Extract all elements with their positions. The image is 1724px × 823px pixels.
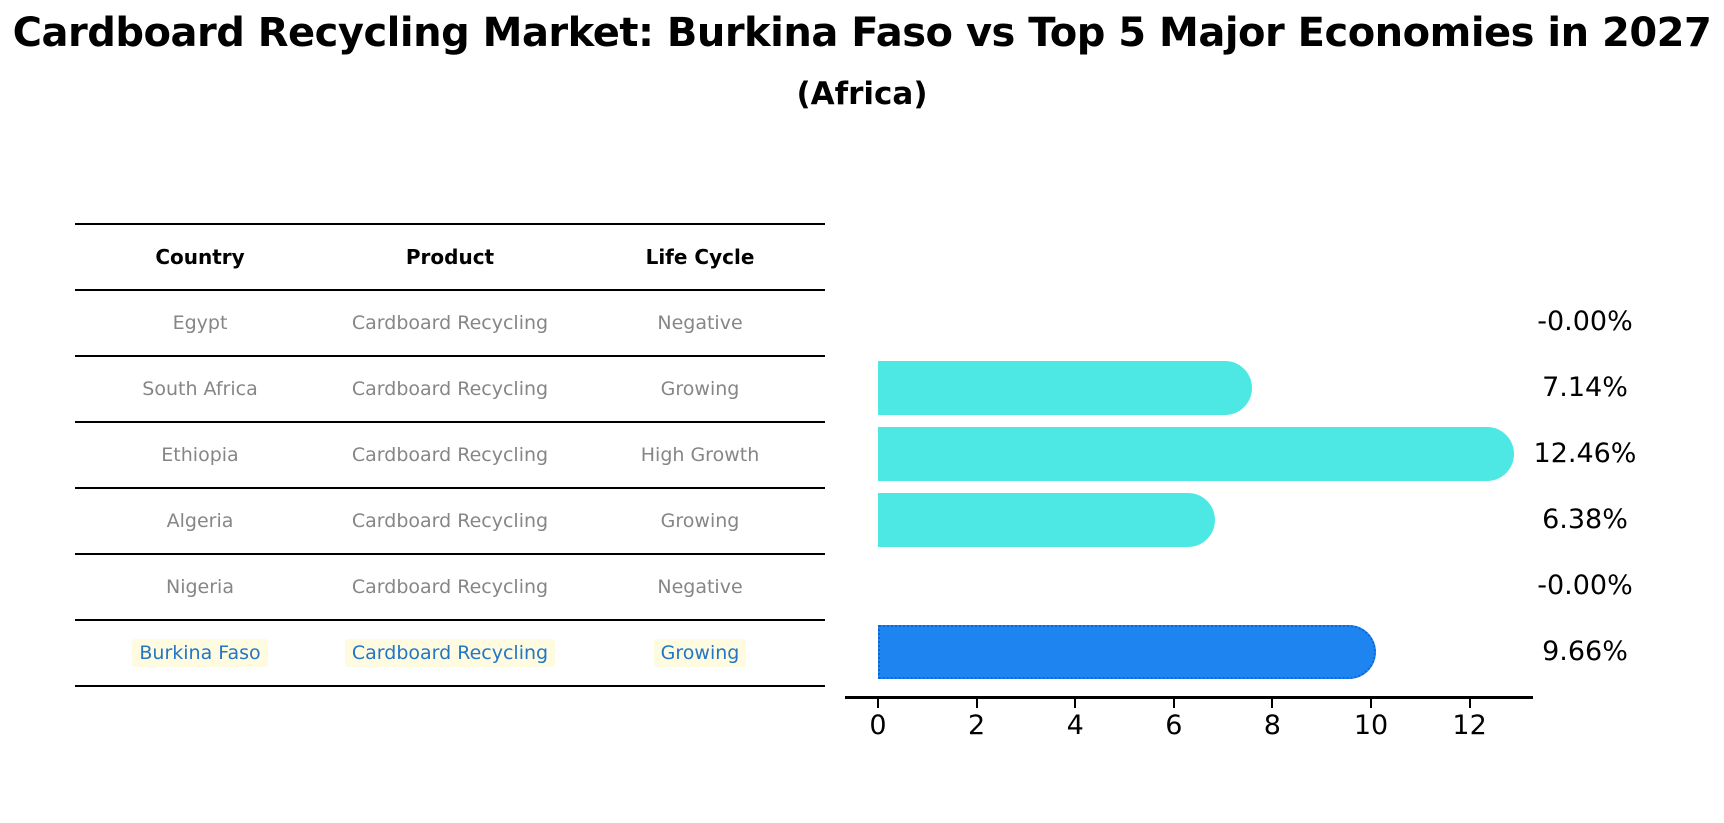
country-table: Country Product Life Cycle Egypt Cardboar… bbox=[75, 223, 825, 687]
cell-life-cycle-text: Growing bbox=[653, 639, 747, 667]
cell-life-cycle-text: Negative bbox=[657, 576, 743, 598]
x-tick bbox=[1074, 699, 1077, 708]
x-tick bbox=[877, 699, 879, 708]
cell-product: Cardboard Recycling bbox=[325, 621, 575, 685]
cell-country-text: Nigeria bbox=[166, 576, 234, 598]
x-tick-label: 10 bbox=[1353, 710, 1389, 741]
bar-value-label: -0.00% bbox=[1537, 570, 1633, 601]
bar-value-label: 12.46% bbox=[1533, 438, 1637, 469]
cell-life-cycle-text: Growing bbox=[660, 510, 740, 532]
table-row: Algeria Cardboard Recycling Growing bbox=[75, 489, 825, 555]
cell-product-text: Cardboard Recycling bbox=[351, 510, 549, 532]
cell-country-text: Algeria bbox=[166, 510, 234, 532]
bar-value-label: 9.66% bbox=[1542, 636, 1628, 667]
table-row: Nigeria Cardboard Recycling Negative bbox=[75, 555, 825, 621]
x-tick-label: 8 bbox=[1263, 710, 1281, 741]
table-header-row: Country Product Life Cycle bbox=[75, 225, 825, 291]
cell-product-text: Cardboard Recycling bbox=[351, 312, 549, 334]
cell-product-text: Cardboard Recycling bbox=[351, 576, 549, 598]
chart-title: Cardboard Recycling Market: Burkina Faso… bbox=[12, 10, 1712, 56]
cell-life-cycle-text: Negative bbox=[657, 312, 743, 334]
bar-value-label: 6.38% bbox=[1542, 504, 1628, 535]
bar bbox=[878, 493, 1215, 547]
cell-life-cycle: Negative bbox=[575, 291, 825, 355]
cell-product: Cardboard Recycling bbox=[325, 423, 575, 487]
cell-country-text: South Africa bbox=[142, 378, 258, 400]
bar-value-label: -0.00% bbox=[1537, 306, 1633, 337]
table-row: Ethiopia Cardboard Recycling High Growth bbox=[75, 423, 825, 489]
table-row: Egypt Cardboard Recycling Negative bbox=[75, 291, 825, 357]
cell-country-text: Egypt bbox=[172, 312, 228, 334]
cell-country: Ethiopia bbox=[75, 423, 325, 487]
x-axis-line bbox=[845, 696, 1533, 699]
x-tick-label: 2 bbox=[968, 710, 986, 741]
table-body: Egypt Cardboard Recycling Negative South Af… bbox=[75, 291, 825, 687]
x-tick bbox=[1370, 699, 1372, 708]
x-tick-label: 6 bbox=[1165, 710, 1183, 741]
x-tick bbox=[1468, 699, 1471, 708]
cell-country: Nigeria bbox=[75, 555, 325, 619]
cell-life-cycle-text: Growing bbox=[660, 378, 740, 400]
column-header-country: Country bbox=[155, 245, 245, 269]
bar-highlight bbox=[878, 625, 1377, 679]
cell-life-cycle: Growing bbox=[575, 621, 825, 685]
column-header-product: Product bbox=[405, 245, 495, 269]
x-tick bbox=[1172, 699, 1175, 708]
chart-subtitle: (Africa) bbox=[796, 76, 928, 112]
column-header-life-cycle: Life Cycle bbox=[645, 245, 755, 269]
cell-life-cycle-text: High Growth bbox=[640, 444, 760, 466]
cell-product-text: Cardboard Recycling bbox=[351, 378, 549, 400]
bar bbox=[878, 427, 1515, 481]
cell-product: Cardboard Recycling bbox=[325, 555, 575, 619]
bar-value-label: 7.14% bbox=[1542, 372, 1628, 403]
cell-life-cycle: Negative bbox=[575, 555, 825, 619]
x-tick-label: 12 bbox=[1452, 710, 1487, 741]
cell-product-text: Cardboard Recycling bbox=[351, 444, 549, 466]
cell-country: Burkina Faso bbox=[75, 621, 325, 685]
cell-product-text: Cardboard Recycling bbox=[344, 639, 556, 667]
cell-country: Egypt bbox=[75, 291, 325, 355]
cell-life-cycle: High Growth bbox=[575, 423, 825, 487]
cell-product: Cardboard Recycling bbox=[325, 357, 575, 421]
cell-product: Cardboard Recycling bbox=[325, 291, 575, 355]
cell-life-cycle: Growing bbox=[575, 357, 825, 421]
cell-life-cycle: Growing bbox=[575, 489, 825, 553]
table-row: Burkina Faso Cardboard Recycling Growing bbox=[75, 621, 825, 687]
cell-country: Algeria bbox=[75, 489, 325, 553]
cell-product: Cardboard Recycling bbox=[325, 489, 575, 553]
bar bbox=[878, 361, 1252, 415]
cell-country-text: Ethiopia bbox=[161, 444, 239, 466]
x-tick-label: 0 bbox=[869, 710, 887, 741]
table-row: South Africa Cardboard Recycling Growing bbox=[75, 357, 825, 423]
x-tick-label: 4 bbox=[1066, 710, 1084, 741]
x-tick bbox=[1271, 699, 1274, 708]
x-tick bbox=[975, 699, 978, 708]
cell-country-text: Burkina Faso bbox=[132, 639, 268, 667]
cell-country: South Africa bbox=[75, 357, 325, 421]
